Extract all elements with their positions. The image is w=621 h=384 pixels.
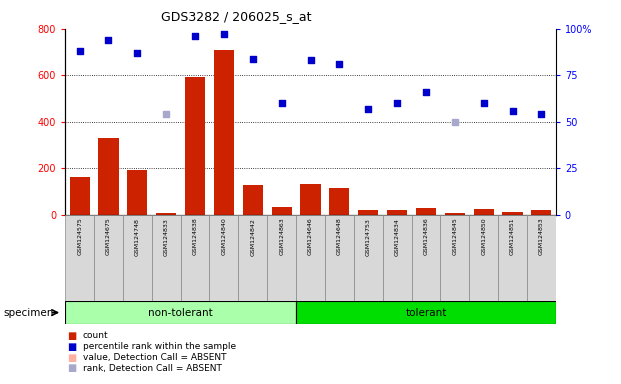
Point: [75, 48, 84, 54]
Point: [507, 108, 517, 114]
Bar: [296, 215, 325, 301]
Text: GSM124834: GSM124834: [394, 218, 399, 255]
Point: [161, 111, 171, 118]
Bar: [94, 215, 123, 301]
Bar: [70, 177, 89, 215]
Bar: [185, 76, 205, 215]
Bar: [123, 215, 152, 301]
Bar: [474, 209, 494, 215]
Bar: [498, 215, 527, 301]
Bar: [156, 213, 176, 215]
Bar: [127, 170, 147, 215]
Text: GSM124575: GSM124575: [77, 218, 82, 255]
Point: [421, 89, 431, 95]
Point: [306, 57, 315, 63]
Bar: [214, 50, 234, 215]
Bar: [440, 215, 469, 301]
Text: GSM124853: GSM124853: [539, 218, 544, 255]
Bar: [445, 213, 465, 215]
Text: GDS3282 / 206025_s_at: GDS3282 / 206025_s_at: [161, 10, 311, 23]
Bar: [296, 301, 556, 324]
Bar: [238, 215, 267, 301]
Bar: [65, 301, 296, 324]
Text: value, Detection Call = ABSENT: value, Detection Call = ABSENT: [83, 353, 226, 362]
Text: ■: ■: [67, 353, 76, 362]
Text: GSM124850: GSM124850: [481, 218, 486, 255]
Bar: [416, 208, 436, 215]
Text: GSM124863: GSM124863: [279, 218, 284, 255]
Point: [479, 100, 489, 106]
Point: [450, 119, 460, 125]
Bar: [469, 215, 498, 301]
Point: [334, 61, 344, 67]
Bar: [329, 188, 350, 215]
Point: [392, 100, 402, 106]
Bar: [267, 215, 296, 301]
Point: [219, 31, 229, 38]
Point: [132, 50, 142, 56]
Bar: [531, 210, 551, 215]
Bar: [387, 210, 407, 215]
Bar: [209, 215, 238, 301]
Text: GSM124833: GSM124833: [164, 218, 169, 255]
Text: GSM124753: GSM124753: [366, 218, 371, 255]
Bar: [502, 212, 523, 215]
Bar: [65, 215, 94, 301]
Point: [537, 111, 546, 118]
Text: GSM124845: GSM124845: [452, 218, 457, 255]
Point: [190, 33, 200, 39]
Point: [104, 37, 114, 43]
Bar: [354, 215, 383, 301]
Bar: [271, 207, 292, 215]
Point: [277, 100, 287, 106]
Bar: [152, 215, 181, 301]
Bar: [243, 185, 263, 215]
Text: GSM124842: GSM124842: [250, 218, 255, 255]
Text: GSM124675: GSM124675: [106, 218, 111, 255]
Text: ■: ■: [67, 331, 76, 341]
Text: GSM124646: GSM124646: [308, 218, 313, 255]
Text: GSM124648: GSM124648: [337, 218, 342, 255]
Text: ■: ■: [67, 363, 76, 373]
Text: GSM124748: GSM124748: [135, 218, 140, 255]
Bar: [412, 215, 440, 301]
Bar: [383, 215, 412, 301]
Text: ■: ■: [67, 342, 76, 352]
Text: percentile rank within the sample: percentile rank within the sample: [83, 342, 236, 351]
Text: non-tolerant: non-tolerant: [148, 308, 213, 318]
Bar: [98, 138, 119, 215]
Point: [248, 56, 258, 62]
Bar: [301, 184, 320, 215]
Text: count: count: [83, 331, 108, 341]
Text: rank, Detection Call = ABSENT: rank, Detection Call = ABSENT: [83, 364, 222, 373]
Point: [363, 106, 373, 112]
Text: specimen: specimen: [3, 308, 53, 318]
Bar: [325, 215, 354, 301]
Text: GSM124851: GSM124851: [510, 218, 515, 255]
Bar: [181, 215, 209, 301]
Text: tolerant: tolerant: [406, 308, 446, 318]
Bar: [527, 215, 556, 301]
Text: GSM124836: GSM124836: [424, 218, 428, 255]
Text: GSM124838: GSM124838: [193, 218, 197, 255]
Text: GSM124840: GSM124840: [222, 218, 227, 255]
Bar: [358, 210, 378, 215]
